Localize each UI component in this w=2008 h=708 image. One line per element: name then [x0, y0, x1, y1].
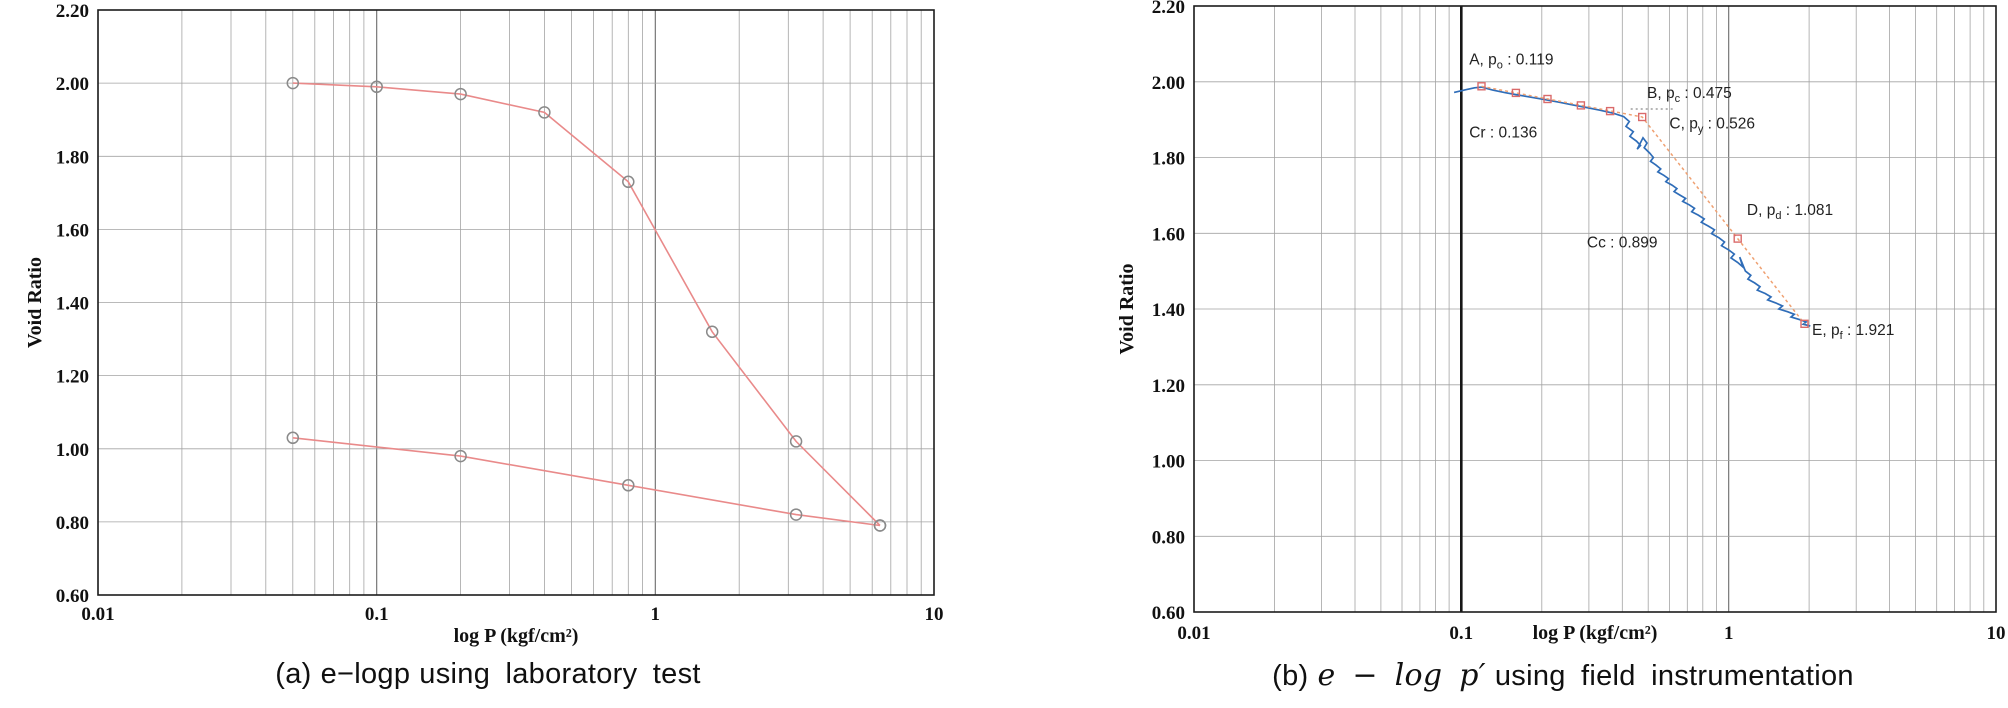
- y-tick-label: 1.80: [1152, 149, 1185, 170]
- x-axis-label: log P (kgf/cm²): [454, 625, 579, 647]
- series-loading-curve: [292, 82, 881, 527]
- caption-a-suffix: using laboratory test: [419, 658, 701, 690]
- y-axis-label: Void Ratio: [1118, 264, 1138, 355]
- y-tick-label: 2.20: [1152, 0, 1185, 18]
- data-point-square: [1477, 82, 1486, 91]
- data-point-circle: [622, 175, 635, 189]
- y-tick-label: 0.80: [1152, 527, 1185, 548]
- y-tick-label: 1.60: [1152, 224, 1185, 245]
- x-tick-label: 0.01: [81, 604, 114, 625]
- y-tick-label: 1.80: [56, 147, 89, 168]
- y-tick-label: 1.20: [1152, 376, 1185, 397]
- y-tick-label: 0.60: [1152, 603, 1185, 624]
- caption-b-suffix: using field instrumentation: [1494, 660, 1854, 692]
- plot-border: [97, 9, 935, 596]
- y-tick-label: 1.40: [1152, 300, 1185, 321]
- y-tick-label: 1.40: [56, 294, 89, 315]
- series-reload-curve: [292, 437, 881, 527]
- data-point-square: [1576, 101, 1586, 110]
- y-tick-label: 1.00: [1152, 452, 1185, 473]
- data-point-circle: [873, 519, 887, 532]
- y-tick-label: 1.00: [56, 440, 89, 461]
- y-tick-label: 2.20: [56, 1, 89, 22]
- data-point-circle: [789, 435, 803, 448]
- chart-a-caption: (a) e−logp using laboratory test: [275, 658, 701, 691]
- chart-b-caption: (b) e − log p′ using field instrumentation: [1272, 658, 1854, 693]
- data-point-circle: [286, 76, 300, 90]
- data-point-square: [1800, 319, 1809, 328]
- data-point-circle: [454, 87, 467, 101]
- x-tick-label: 1: [651, 604, 661, 625]
- series-field-measured: [1453, 86, 1811, 327]
- x-tick-label: 0.01: [1177, 623, 1210, 644]
- series-interpreted-fit: [1481, 85, 1806, 325]
- annotation-cr: Cr : 0.136: [1469, 124, 1537, 141]
- annotation-point-d: D, pd : 1.081: [1747, 202, 1833, 222]
- data-point-circle: [789, 508, 803, 521]
- field-e-logp-chart: 0.60 0.80 1.00 1.20 1.40 1.60 1.80 2.00 2.20 0.01…: [1118, 0, 2006, 644]
- x-tick-label: 0.1: [1449, 623, 1473, 644]
- annotation-point-c: C, py : 0.526: [1669, 116, 1755, 136]
- annotation-point-a: A, po : 0.119: [1469, 52, 1553, 72]
- data-point-circle: [454, 449, 467, 463]
- x-tick-label: 10: [925, 604, 944, 625]
- data-point-circle: [286, 431, 300, 445]
- caption-b-prefix: (b): [1272, 660, 1309, 692]
- annotation-cc: Cc : 0.899: [1587, 235, 1658, 252]
- data-point-square: [1638, 112, 1647, 122]
- x-axis-label: log P (kgf/cm²): [1533, 622, 1658, 644]
- data-point-square: [1733, 234, 1742, 243]
- data-point-square: [1543, 94, 1552, 104]
- caption-b-math: e − log p′: [1317, 658, 1486, 693]
- x-tick-label: 0.1: [365, 604, 389, 625]
- chart-b-block: 0.60 0.80 1.00 1.20 1.40 1.60 1.80 2.00 2.20 0.01…: [1118, 0, 2008, 693]
- grid: [97, 9, 934, 596]
- y-axis-label: Void Ratio: [28, 257, 46, 348]
- grid: [1193, 5, 1996, 613]
- y-tick-label: 2.00: [56, 74, 89, 95]
- annotation-point-e: E, pf : 1.921: [1812, 322, 1894, 342]
- caption-a-prefix: (a): [275, 658, 312, 690]
- data-point-circle: [622, 479, 635, 492]
- plot-border: [1193, 5, 1997, 613]
- laboratory-e-logp-chart: 0.60 0.80 1.00 1.20 1.40 1.60 1.80 2.00 2.20 0.01…: [28, 1, 944, 647]
- data-point-circle: [370, 80, 383, 94]
- data-point-circle: [538, 106, 551, 119]
- annotation-point-b: B, pc : 0.475: [1647, 85, 1732, 105]
- y-tick-label: 1.20: [56, 367, 89, 388]
- data-point-square: [1605, 106, 1615, 116]
- data-point-circle: [705, 325, 719, 339]
- y-tick-label: 0.80: [56, 513, 89, 534]
- chart-a-block: 0.60 0.80 1.00 1.20 1.40 1.60 1.80 2.00 2.20 0.01…: [28, 0, 948, 691]
- y-tick-label: 2.00: [1152, 73, 1185, 94]
- data-point-square: [1511, 88, 1521, 98]
- x-tick-label: 10: [1987, 623, 2006, 644]
- y-tick-label: 0.60: [56, 586, 89, 607]
- x-tick-label: 1: [1724, 623, 1734, 644]
- caption-a-math: e−logp: [320, 658, 411, 690]
- y-tick-label: 1.60: [56, 220, 89, 241]
